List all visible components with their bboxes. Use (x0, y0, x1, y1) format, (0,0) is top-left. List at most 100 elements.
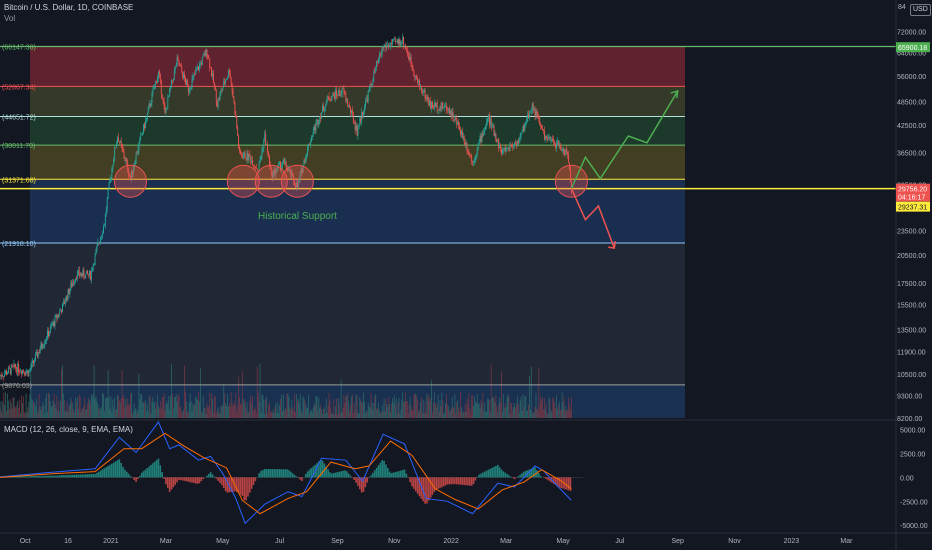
candle-body (448, 108, 450, 115)
volume-bar (71, 400, 73, 418)
candle-body (378, 58, 379, 63)
projection-up-arrowhead (670, 90, 679, 99)
candle-body (310, 136, 312, 143)
candle-body (519, 135, 521, 139)
volume-bar (186, 412, 188, 418)
volume-bar (29, 394, 31, 418)
candle-body (137, 150, 139, 154)
candle-body (342, 88, 344, 89)
time-tick-label-10: May (556, 538, 570, 545)
macd-histogram-bar (29, 476, 31, 478)
volume-bar (64, 410, 66, 418)
volume-bar (206, 402, 208, 418)
candle-body (199, 63, 201, 65)
volume-bar (169, 409, 171, 418)
volume-bar (257, 392, 259, 418)
candle-body (0, 375, 2, 376)
macd-histogram-bar (262, 469, 264, 478)
macd-histogram-bar (474, 477, 477, 481)
candle-body (58, 314, 60, 316)
macd-histogram-bar (537, 472, 540, 478)
candle-body (309, 142, 311, 146)
volume-bar (242, 398, 244, 418)
macd-histogram-bar (450, 477, 452, 485)
candle-body (284, 161, 286, 163)
currency-badge[interactable]: USD (910, 4, 931, 16)
candle-body (544, 136, 546, 140)
candle-body (565, 148, 567, 155)
volume-bar (469, 408, 471, 418)
volume-bar (170, 396, 172, 418)
volume-bar (23, 412, 25, 418)
volume-bar (332, 413, 334, 418)
volume-bar (487, 398, 489, 418)
macd-histogram-bar (437, 477, 439, 490)
volume-bar (441, 392, 443, 418)
candle-body (239, 146, 241, 151)
macd-histogram-bar (340, 471, 342, 478)
candle-body (451, 111, 453, 118)
volume-bar (331, 413, 333, 418)
macd-histogram-bar (209, 472, 212, 478)
macd-histogram-bar (133, 477, 136, 480)
macd-histogram-bar (373, 470, 376, 478)
volume-bar (250, 395, 252, 418)
candle-body (100, 237, 102, 242)
volume-bar (353, 402, 355, 418)
candle-body (474, 156, 476, 161)
candle-body (358, 126, 360, 129)
volume-bar (105, 397, 107, 418)
candle-body (423, 90, 425, 92)
macd-histogram-bar (90, 474, 93, 478)
volume-bar (380, 412, 382, 418)
volume-bar (8, 409, 10, 418)
volume-bar (413, 394, 415, 418)
candle-body (7, 372, 8, 375)
macd-histogram-bar (353, 477, 356, 480)
volume-bar (266, 396, 268, 418)
volume-bar (389, 404, 391, 418)
candle-body (292, 172, 294, 176)
candle-body (438, 110, 440, 111)
price-tick-label-4: 42500.00 (897, 123, 926, 130)
macd-histogram-bar (161, 472, 163, 478)
candle-body (188, 89, 190, 93)
macd-histogram-bar (420, 477, 423, 499)
volume-bar (364, 412, 366, 418)
macd-histogram-bar (528, 469, 531, 478)
candle-body (224, 81, 226, 84)
volume-bar (220, 406, 222, 418)
volume-bar (481, 403, 483, 418)
candle-body (415, 75, 417, 78)
candle-body (513, 145, 515, 147)
candle-body (40, 343, 42, 350)
candle-body (396, 39, 398, 42)
macd-histogram-bar (360, 477, 363, 493)
candle-body (471, 156, 473, 162)
volume-bar (121, 369, 123, 418)
candle-body (124, 157, 126, 161)
candle-body (444, 105, 446, 108)
volume-bar (379, 413, 381, 418)
macd-histogram-bar (254, 477, 257, 482)
volume-bar (228, 402, 230, 418)
macd-histogram-bar (176, 477, 178, 483)
candle-body (207, 55, 209, 58)
candle-body (530, 110, 532, 112)
volume-bar (326, 412, 328, 418)
candle-body (301, 168, 303, 173)
candle-body (561, 150, 563, 152)
candle-body (33, 360, 35, 363)
volume-bar (533, 413, 535, 418)
candle-body (72, 282, 74, 287)
macd-histogram-bar (49, 475, 52, 478)
macd-histogram-bar (317, 461, 320, 478)
volume-bar (17, 401, 19, 418)
volume-bar (546, 413, 548, 418)
macd-histogram-bar (414, 477, 417, 492)
fib-band-4 (30, 179, 685, 244)
candle-body (283, 159, 285, 162)
candle-body (108, 182, 110, 190)
candle-body (71, 283, 73, 287)
